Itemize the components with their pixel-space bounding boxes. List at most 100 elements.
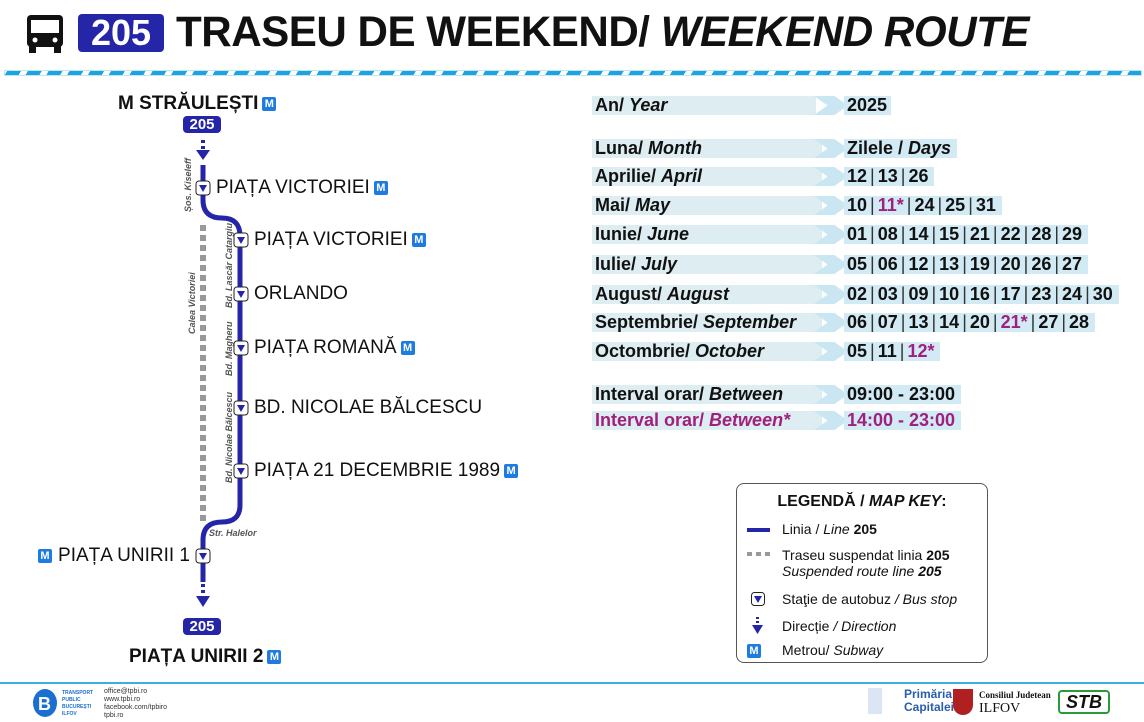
day: 30	[1092, 284, 1113, 304]
stop-label: ORLANDO	[254, 283, 348, 304]
primaria-logo: Primăria Capitalei	[868, 688, 954, 714]
direction-arrow-top	[196, 140, 210, 160]
day: 10	[939, 284, 960, 304]
contacts: office@tpbi.ro www.tpbi.ro facebook.com/…	[104, 688, 167, 720]
stop-label: PIAȚA VICTORIEI M	[216, 177, 388, 199]
day: 01	[847, 224, 868, 244]
bus-stop-icon	[195, 180, 211, 196]
day: 26	[908, 166, 929, 186]
day: 20	[969, 312, 990, 332]
day: 24	[1062, 284, 1083, 304]
street-label: Calea Victoriei	[187, 272, 197, 334]
bus-stop-icon	[233, 286, 249, 302]
day: 28	[1069, 312, 1090, 332]
legend-direction: Direcție / Direction	[782, 618, 897, 634]
cj-ilfov-logo: Consiliul Judetean ILFOV	[953, 689, 1051, 716]
route-start: M STRĂULEȘTI M	[118, 93, 277, 115]
line-badge-start: 205	[183, 116, 221, 133]
day: 06	[877, 254, 898, 274]
facebook-link[interactable]: facebook.com/tpbiro	[104, 704, 168, 711]
day: 16	[969, 284, 990, 304]
page-title: TRASEU DE WEEKEND/ WEEKEND ROUTE	[176, 8, 1029, 57]
stop-label: PIAȚA VICTORIEI M	[254, 229, 426, 251]
street-label: Bd. Nicolae Bălcescu	[224, 391, 234, 483]
tpbi-logo: B	[33, 689, 57, 717]
route-line	[200, 165, 243, 582]
map-legend: LEGENDĂ / MAP KEY: Linia / Line 205 Tras…	[736, 483, 988, 663]
metro-icon: M	[373, 181, 388, 195]
day: 02	[847, 284, 868, 304]
tpbi-text: TRANSPORT PUBLIC BUCUREȘTI ILFOV	[62, 690, 94, 717]
day: 24	[914, 195, 935, 215]
stb-logo: STB	[1058, 690, 1110, 714]
bus-stop-icon	[233, 463, 249, 479]
metro-icon: M	[504, 464, 519, 478]
email-link[interactable]: office@tpbi.ro	[104, 688, 148, 695]
street-label: Bd. Magheru	[224, 321, 234, 376]
day: 20	[1000, 254, 1021, 274]
metro-icon: M	[262, 97, 277, 111]
line-number-badge: 205	[78, 14, 164, 52]
direction-icon	[752, 617, 763, 634]
title-ro: TRASEU DE WEEKEND/	[176, 8, 661, 56]
day: 03	[877, 284, 898, 304]
street-label: Șos. Kiseleff	[183, 158, 193, 212]
legend-suspended: Traseu suspendat linia 205 Suspended rout…	[782, 547, 950, 579]
day: 11	[877, 341, 897, 361]
day: 13	[877, 166, 898, 186]
day: 27	[1038, 312, 1059, 332]
legend-metro: Metrou/ Subway	[782, 642, 884, 658]
bus-stop-icon	[751, 592, 765, 606]
day: 12*	[907, 341, 935, 361]
footer-divider	[0, 682, 1144, 684]
day: 10	[847, 195, 868, 215]
day: 05	[847, 254, 868, 274]
day: 17	[1000, 284, 1021, 304]
day: 12	[847, 166, 868, 186]
day: 11*	[877, 195, 904, 215]
route-map	[195, 140, 249, 607]
day: 09	[908, 284, 929, 304]
direction-arrow-bottom	[196, 584, 210, 607]
website-link[interactable]: www.tpbi.ro	[104, 696, 141, 703]
coat-of-arms-icon	[953, 689, 973, 715]
suspended-swatch	[747, 552, 770, 556]
day: 22	[1000, 224, 1021, 244]
day: 14	[908, 224, 929, 244]
title-en: WEEKEND ROUTE	[660, 8, 1030, 56]
day: 12	[908, 254, 929, 274]
header-divider	[4, 70, 1142, 76]
day: 15	[939, 224, 960, 244]
svg-text:B: B	[38, 694, 51, 714]
bus-stop-icon	[195, 548, 211, 564]
bus-stop-icon	[233, 232, 249, 248]
instagram-link[interactable]: tpbi.ro	[104, 712, 124, 719]
day: 19	[969, 254, 990, 274]
street-label: Bd. Lascăr Catargiu	[224, 222, 234, 308]
stop-label: M PIAȚA UNIRII 1	[38, 545, 190, 567]
legend-line: Linia / Line 205	[782, 521, 877, 537]
day: 23	[1031, 284, 1052, 304]
day: 27	[1062, 254, 1083, 274]
bus-stop-icon	[233, 340, 249, 356]
stop-label: PIAȚA ROMANĂ M	[254, 337, 415, 359]
day: 26	[1031, 254, 1052, 274]
stop-label: BD. NICOLAE BĂLCESCU	[254, 397, 483, 418]
day: 13	[939, 254, 960, 274]
day: 28	[1031, 224, 1052, 244]
day: 25	[945, 195, 966, 215]
line-badge-end: 205	[183, 618, 221, 635]
metro-icon: M	[747, 644, 761, 658]
metro-icon: M	[411, 233, 426, 247]
bus-icon	[27, 15, 63, 53]
metro-icon: M	[38, 549, 53, 563]
day: 31	[975, 195, 996, 215]
day: 08	[877, 224, 898, 244]
day: 05	[847, 341, 868, 361]
line-swatch	[747, 528, 770, 532]
street-label: Str. Halelor	[209, 528, 257, 538]
day: 13	[908, 312, 929, 332]
day: 29	[1062, 224, 1083, 244]
metro-icon: M	[400, 341, 415, 355]
